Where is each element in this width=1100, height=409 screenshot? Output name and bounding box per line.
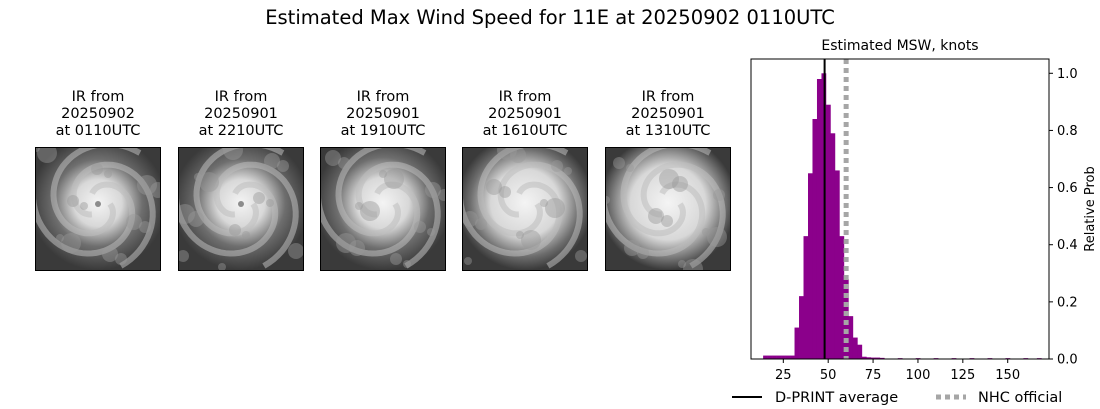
y-tick-label: 0.2 bbox=[1057, 295, 1078, 310]
ir-satellite-image bbox=[605, 147, 731, 271]
histogram-bar bbox=[843, 279, 849, 359]
chart-title: Estimated MSW, knots bbox=[821, 38, 978, 54]
ir-panel-label-line: IR from bbox=[214, 89, 268, 105]
ir-panel-label-line: at 0110UTC bbox=[55, 123, 141, 139]
histogram-bar bbox=[772, 355, 777, 359]
legend-label-dprint: D-PRINT average bbox=[775, 390, 898, 406]
histogram-bar bbox=[803, 236, 809, 359]
ir-panel-label-line: 20250901 bbox=[204, 106, 278, 122]
ir-satellite-image bbox=[320, 147, 446, 271]
histogram-bar bbox=[857, 344, 863, 359]
histogram-bar bbox=[816, 79, 822, 359]
plot-frame bbox=[750, 58, 1050, 360]
legend-label-nhc: NHC official bbox=[978, 390, 1062, 406]
histogram-bar bbox=[870, 357, 876, 359]
ir-panel-label: IR from 20250901 at 2210UTC bbox=[178, 89, 304, 140]
histogram-bar bbox=[776, 355, 782, 359]
histogram-bar bbox=[848, 316, 854, 359]
y-tick-label: 0.6 bbox=[1057, 181, 1078, 196]
histogram-bar bbox=[830, 133, 836, 359]
histogram-bar bbox=[839, 236, 845, 359]
histogram-bar bbox=[866, 357, 872, 359]
ir-panel-label: IR from 20250901 at 1310UTC bbox=[605, 89, 731, 140]
y-tick-label: 0.8 bbox=[1057, 124, 1078, 139]
ir-panel: IR from 20250901 at 2210UTC bbox=[178, 89, 304, 271]
y-tick-label: 1.0 bbox=[1057, 67, 1078, 82]
histogram-bar bbox=[879, 357, 885, 359]
x-tick-label: 125 bbox=[950, 368, 975, 383]
histogram-bar bbox=[763, 355, 768, 359]
x-tick-label: 100 bbox=[906, 368, 931, 383]
ir-satellite-image bbox=[462, 147, 588, 271]
histogram-bar bbox=[852, 337, 858, 359]
ir-panel-label: IR from 20250901 at 1610UTC bbox=[462, 89, 588, 140]
ir-panel-label-line: IR from bbox=[498, 89, 552, 105]
histogram-bar bbox=[834, 170, 840, 359]
y-tick-label: 0.4 bbox=[1057, 238, 1078, 253]
ir-satellite-image bbox=[178, 147, 304, 271]
ir-panel: IR from 20250902 at 0110UTC bbox=[35, 89, 161, 271]
ir-panel-label: IR from 20250901 at 1910UTC bbox=[320, 89, 446, 140]
histogram-bar bbox=[875, 357, 881, 359]
x-tick-label: 150 bbox=[995, 368, 1020, 383]
ir-panel: IR from 20250901 at 1610UTC bbox=[462, 89, 588, 271]
y-tick-label: 0.0 bbox=[1057, 353, 1078, 368]
ir-panel-label-line: IR from bbox=[641, 89, 695, 105]
ir-panel-label-line: IR from bbox=[71, 89, 125, 105]
ir-panel: IR from 20250901 at 1910UTC bbox=[320, 89, 446, 271]
ir-panel-label-line: at 1910UTC bbox=[340, 123, 426, 139]
histogram-bar bbox=[808, 173, 813, 359]
x-tick-label: 50 bbox=[820, 368, 837, 383]
histogram-bar bbox=[790, 355, 795, 359]
histogram-bar bbox=[794, 327, 800, 359]
ir-panel-label-line: at 1310UTC bbox=[625, 123, 711, 139]
histogram-bar bbox=[767, 355, 773, 359]
histogram-bar bbox=[799, 296, 804, 359]
ir-satellite-image bbox=[35, 147, 161, 271]
histogram-bar bbox=[781, 355, 786, 359]
x-tick-label: 25 bbox=[775, 368, 792, 383]
histogram-bar bbox=[785, 355, 791, 359]
histogram-bar bbox=[861, 356, 867, 359]
ir-panel-label-line: 20250901 bbox=[631, 106, 705, 122]
ir-panel-label-line: IR from bbox=[356, 89, 410, 105]
ir-panel-label-line: 20250901 bbox=[346, 106, 420, 122]
ir-panel-label-line: at 2210UTC bbox=[198, 123, 284, 139]
ir-panel-label: IR from 20250902 at 0110UTC bbox=[35, 89, 161, 140]
histogram-bar bbox=[825, 104, 831, 360]
ir-panel-label-line: at 1610UTC bbox=[482, 123, 568, 139]
figure-title: Estimated Max Wind Speed for 11E at 2025… bbox=[265, 6, 835, 29]
y-axis-label: Relative Prob bbox=[1083, 166, 1098, 251]
ir-panel: IR from 20250901 at 1310UTC bbox=[605, 89, 731, 271]
ir-panel-label-line: 20250902 bbox=[61, 106, 135, 122]
ir-panel-label-line: 20250901 bbox=[488, 106, 562, 122]
x-tick-label: 75 bbox=[865, 368, 882, 383]
histogram-bar bbox=[812, 119, 818, 359]
